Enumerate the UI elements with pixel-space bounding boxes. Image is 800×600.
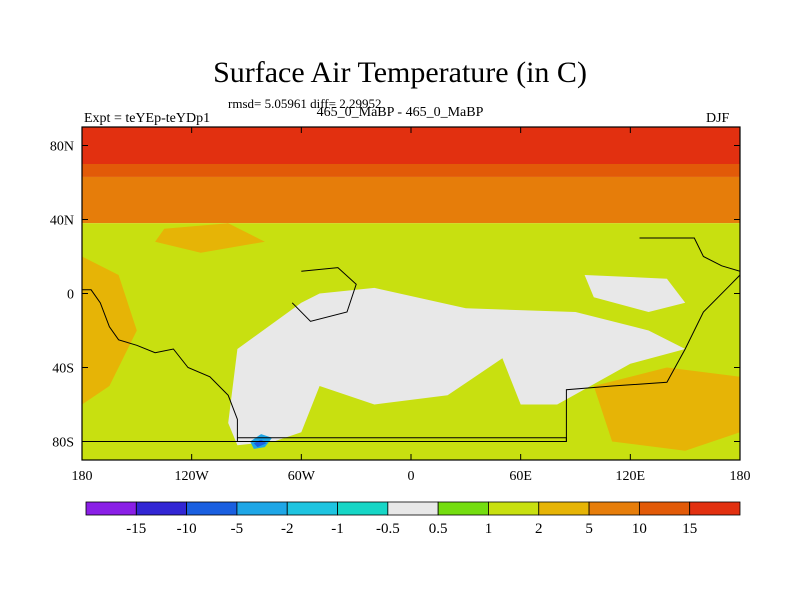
colorbar-swatch <box>488 501 540 516</box>
colorbar-swatch <box>85 501 137 516</box>
colorbar-swatch <box>638 501 691 516</box>
temperature-band-0 <box>82 127 740 164</box>
region-yellow-north-patch <box>155 223 265 253</box>
plot-area <box>82 127 740 460</box>
outline-west-continent <box>82 289 238 442</box>
temperature-band-1 <box>82 164 740 177</box>
colorbar-swatch <box>689 501 741 516</box>
y-tick-label: 80S <box>52 436 74 451</box>
temperature-band-2 <box>82 176 740 224</box>
y-tick-label: 40S <box>52 362 74 377</box>
axes: 180 120W 60W 0 60E 120E 180 80S 40S 0 40N 80N <box>50 126 751 484</box>
colorbar-label: -2 <box>281 521 294 537</box>
x-tick-label: 60W <box>288 469 316 484</box>
x-tick-label: 60E <box>509 469 532 484</box>
outline-central-block <box>291 267 357 322</box>
y-tick-label: 80N <box>50 140 74 155</box>
land-outlines <box>82 237 740 442</box>
outline-north-east-outline <box>639 237 740 272</box>
x-tick-label: 180 <box>72 469 93 484</box>
region-north-white-patch <box>584 275 686 312</box>
colorbar-swatch <box>588 501 640 516</box>
colorbar-label: 10 <box>632 521 647 537</box>
season-label: DJF <box>706 111 730 126</box>
x-tick-label: 180 <box>730 469 751 484</box>
region-yellow-east <box>593 367 740 451</box>
x-tick-label: 120E <box>616 469 646 484</box>
colorbar-swatch <box>286 501 338 516</box>
colorbar-label: 2 <box>535 521 543 537</box>
colorbar-label: -5 <box>231 521 244 537</box>
colorbar-swatch <box>387 501 439 516</box>
colorbar-label: -15 <box>126 521 146 537</box>
colorbar-label: 0.5 <box>429 521 448 537</box>
x-tick-label: 0 <box>408 469 415 484</box>
y-tick-label: 0 <box>67 288 74 303</box>
period-label: 465_0_MaBP - 465_0_MaBP <box>316 105 484 120</box>
colorbar-label: -0.5 <box>376 521 400 537</box>
y-tick-label: 40N <box>50 214 74 229</box>
colorbar-label: -1 <box>331 521 344 537</box>
stats-line: rmsd= 5.05961 diff= 2.29952 <box>228 96 382 111</box>
colorbar-swatch <box>236 501 288 516</box>
colorbar-swatch <box>437 501 489 516</box>
colorbar: -15 -10 -5 -2 -1 -0.5 0.5 1 2 5 10 15 <box>85 501 741 537</box>
colorbar-swatch <box>337 501 389 516</box>
region-south-polar-white <box>228 287 686 446</box>
colorbar-label: 15 <box>682 521 697 537</box>
chart-title: Surface Air Temperature (in C) <box>213 56 587 89</box>
colorbar-swatch <box>135 501 188 516</box>
colorbar-label: 1 <box>485 521 493 537</box>
colorbar-label: 5 <box>585 521 593 537</box>
experiment-label: Expt = teYEp-teYDp1 <box>84 111 211 126</box>
colorbar-label: -10 <box>177 521 197 537</box>
outline-east-continent <box>565 274 740 442</box>
x-tick-label: 120W <box>175 469 210 484</box>
region-yellow-west-coast <box>82 256 137 405</box>
colorbar-swatch <box>538 501 590 516</box>
colorbar-swatch <box>186 501 238 516</box>
